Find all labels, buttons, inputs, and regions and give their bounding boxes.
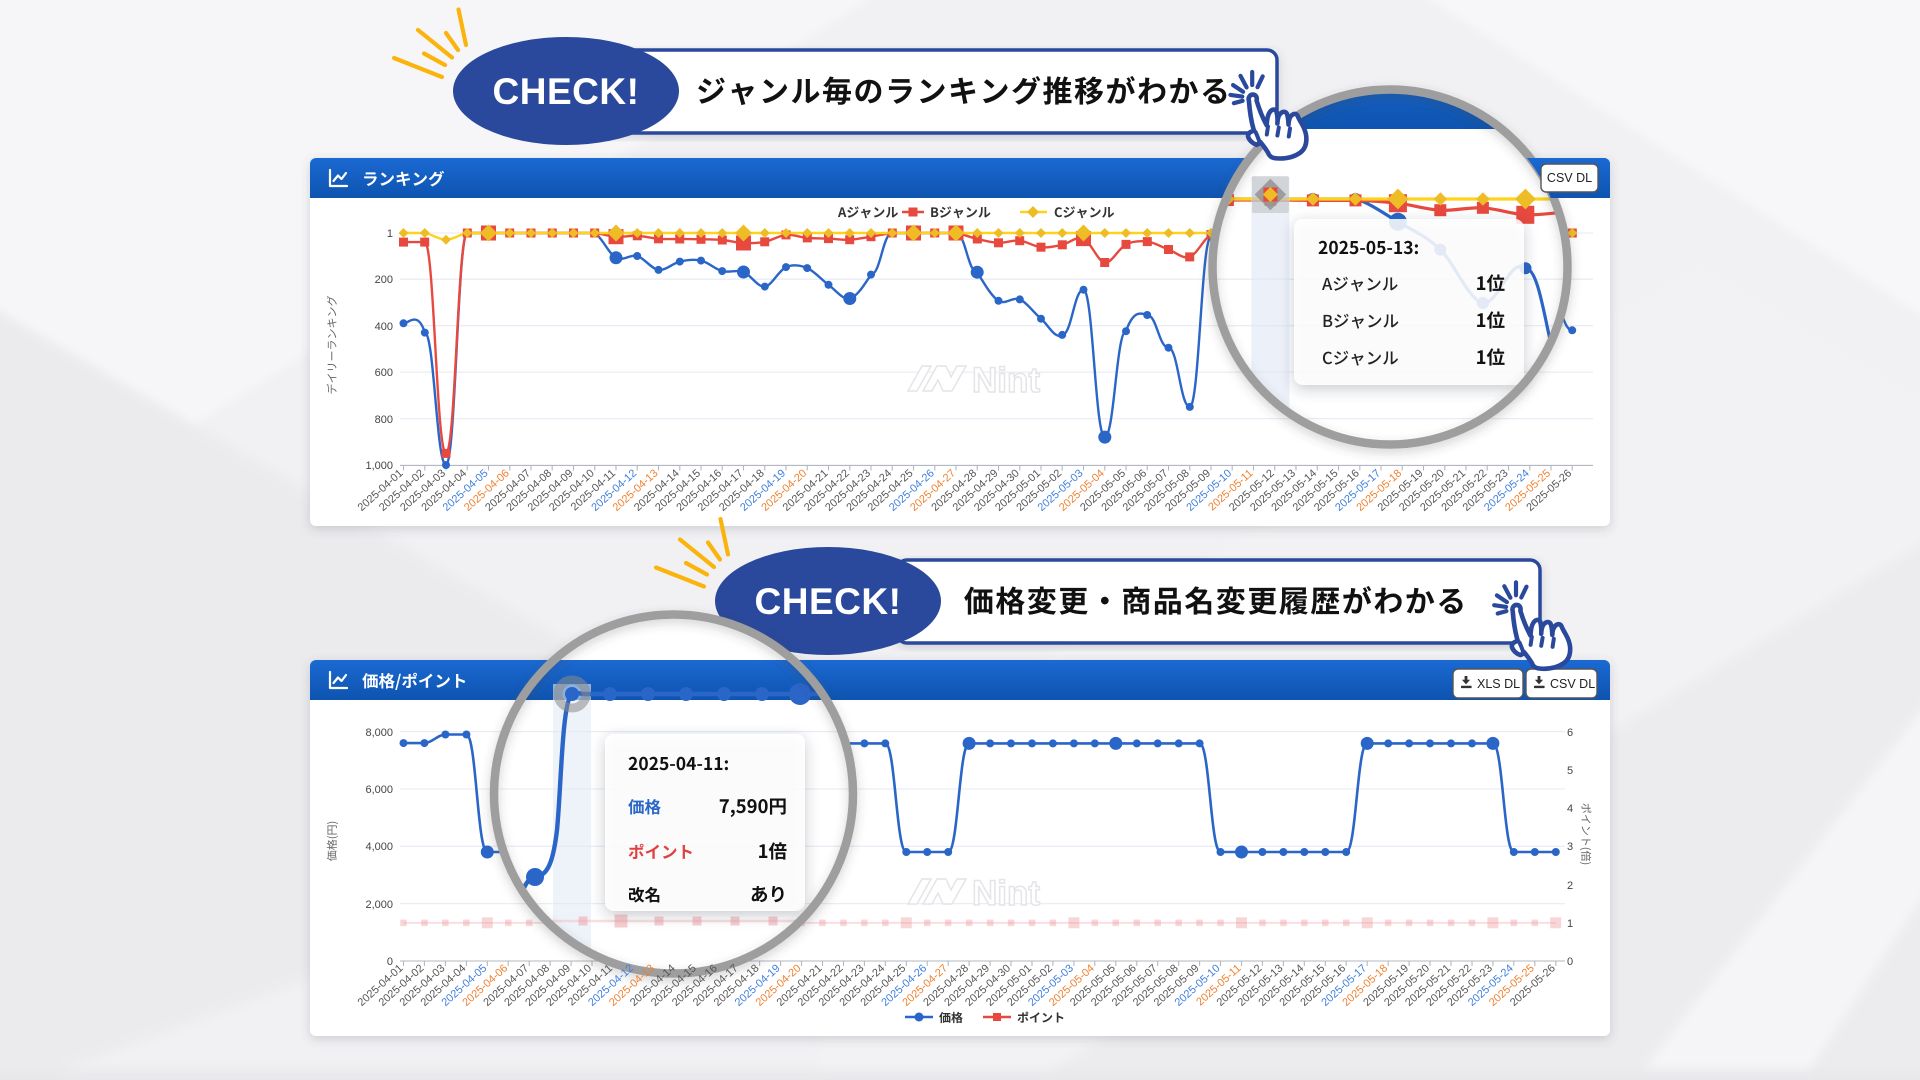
svg-text:400: 400	[375, 321, 393, 333]
svg-text:CSV DL: CSV DL	[1550, 677, 1595, 691]
svg-text:6,000: 6,000	[365, 784, 393, 796]
svg-text:2: 2	[1567, 880, 1573, 892]
svg-text:8,000: 8,000	[365, 727, 393, 739]
svg-text:Nint: Nint	[972, 874, 1040, 913]
svg-text:200: 200	[375, 274, 393, 286]
svg-text:5: 5	[1567, 765, 1573, 777]
svg-text:0: 0	[387, 956, 393, 968]
svg-text:800: 800	[375, 414, 393, 426]
svg-text:1: 1	[387, 228, 393, 240]
svg-text:CHECK!: CHECK!	[493, 71, 640, 112]
svg-text:2,000: 2,000	[365, 899, 393, 911]
svg-text:Nint: Nint	[972, 361, 1040, 400]
svg-text:0: 0	[1567, 956, 1573, 968]
svg-text:XLS DL: XLS DL	[1477, 677, 1520, 691]
svg-text:1: 1	[1567, 918, 1573, 930]
svg-text:600: 600	[375, 367, 393, 379]
svg-text:6: 6	[1567, 727, 1573, 739]
svg-text:4: 4	[1567, 803, 1573, 815]
svg-text:3: 3	[1567, 841, 1573, 853]
svg-text:1,000: 1,000	[365, 460, 393, 472]
svg-text:4,000: 4,000	[365, 841, 393, 853]
svg-text:CSV DL: CSV DL	[1547, 171, 1592, 185]
svg-text:CHECK!: CHECK!	[755, 581, 902, 622]
